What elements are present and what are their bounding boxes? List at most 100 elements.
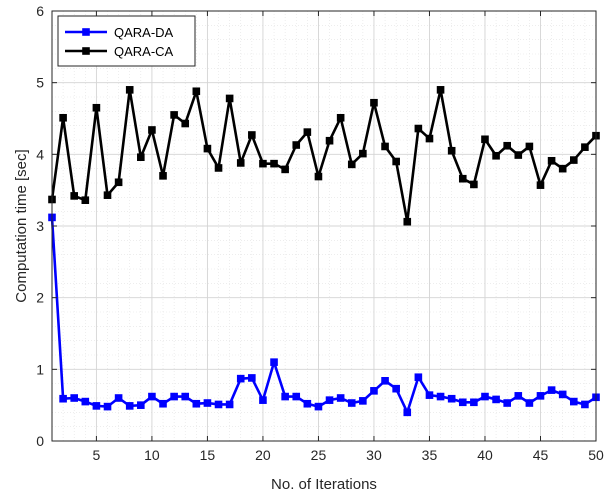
data-point [547, 386, 556, 394]
data-point [70, 192, 79, 200]
data-point [214, 400, 223, 409]
data-point [236, 159, 245, 167]
data-point [381, 377, 389, 385]
data-point [214, 164, 223, 172]
data-point [59, 113, 67, 122]
legend-marker [82, 28, 90, 36]
data-point [403, 217, 412, 226]
data-point [370, 98, 378, 107]
data-point [248, 131, 256, 139]
data-point [481, 392, 489, 401]
data-point [470, 180, 478, 189]
data-point [381, 142, 389, 151]
x-tick-label: 40 [477, 447, 493, 463]
x-tick-label: 50 [588, 447, 604, 463]
data-point [359, 149, 367, 158]
data-point [114, 394, 123, 402]
legend-entry: QARA-DA [65, 25, 174, 40]
data-point [137, 153, 145, 161]
data-point [181, 392, 190, 401]
y-tick-label: 3 [36, 218, 44, 234]
x-tick-label: 35 [422, 447, 438, 463]
x-tick-label: 10 [144, 447, 160, 463]
data-point [425, 391, 434, 399]
data-point [414, 373, 423, 382]
data-point [137, 401, 145, 409]
x-tick-label: 45 [533, 447, 549, 463]
data-point [392, 157, 400, 166]
legend-entry: QARA-CA [65, 44, 174, 59]
x-tick-label: 15 [200, 447, 216, 463]
data-point [558, 390, 567, 399]
data-point [536, 392, 545, 400]
data-point [525, 142, 534, 151]
data-point [425, 134, 434, 143]
data-point [347, 399, 356, 407]
data-point [569, 397, 578, 406]
data-point [314, 172, 323, 181]
data-point [536, 181, 545, 189]
legend-items: QARA-DA QARA-CA [65, 25, 174, 59]
x-tick-label: 5 [93, 447, 101, 463]
data-point [325, 396, 334, 404]
data-point [148, 126, 156, 134]
data-point [192, 87, 201, 96]
y-tick-label: 0 [36, 433, 44, 449]
data-point [392, 384, 400, 393]
legend-marker [82, 47, 90, 55]
data-point [525, 399, 534, 407]
data-point [414, 124, 423, 133]
data-point [236, 374, 245, 383]
data-point [303, 399, 312, 408]
data-point [347, 160, 356, 169]
x-axis-label: No. of Iterations [271, 476, 377, 493]
data-point [159, 172, 167, 180]
data-point [203, 144, 212, 153]
x-tick-label: 30 [366, 447, 382, 463]
data-point [225, 94, 234, 103]
data-point [336, 394, 345, 402]
y-axis-label: Computation time [sec] [13, 149, 30, 302]
data-point [336, 113, 345, 122]
data-point [259, 396, 267, 404]
data-point [270, 159, 278, 168]
data-point [70, 394, 79, 402]
data-point [181, 119, 190, 128]
data-point [125, 86, 134, 94]
data-point [447, 146, 456, 155]
data-point [325, 136, 334, 145]
legend-label: QARA-DA [114, 25, 174, 40]
data-point [436, 392, 445, 401]
data-point [436, 86, 445, 94]
y-tick-label: 6 [36, 3, 44, 19]
data-point [103, 191, 112, 199]
legend-box [57, 15, 196, 67]
data-point [458, 174, 467, 183]
data-point [481, 135, 489, 144]
data-point [259, 159, 267, 168]
data-point [492, 395, 500, 404]
data-point [281, 392, 289, 401]
data-point [270, 358, 278, 366]
data-point [159, 399, 167, 408]
y-tick-label: 4 [36, 146, 44, 162]
data-point [503, 399, 511, 407]
data-point [292, 141, 301, 149]
data-point [103, 402, 112, 411]
data-point [514, 392, 523, 400]
data-point [403, 408, 412, 417]
x-tick-label: 20 [255, 447, 271, 463]
y-tick-label: 1 [36, 361, 44, 377]
y-tick-label: 5 [36, 75, 44, 91]
data-point [569, 156, 578, 164]
data-point [292, 392, 301, 401]
data-point [514, 151, 523, 159]
data-point [225, 400, 234, 409]
data-point [314, 402, 323, 411]
data-point [359, 397, 367, 405]
data-point [492, 151, 500, 160]
data-point [581, 143, 589, 151]
data-point [447, 394, 456, 403]
